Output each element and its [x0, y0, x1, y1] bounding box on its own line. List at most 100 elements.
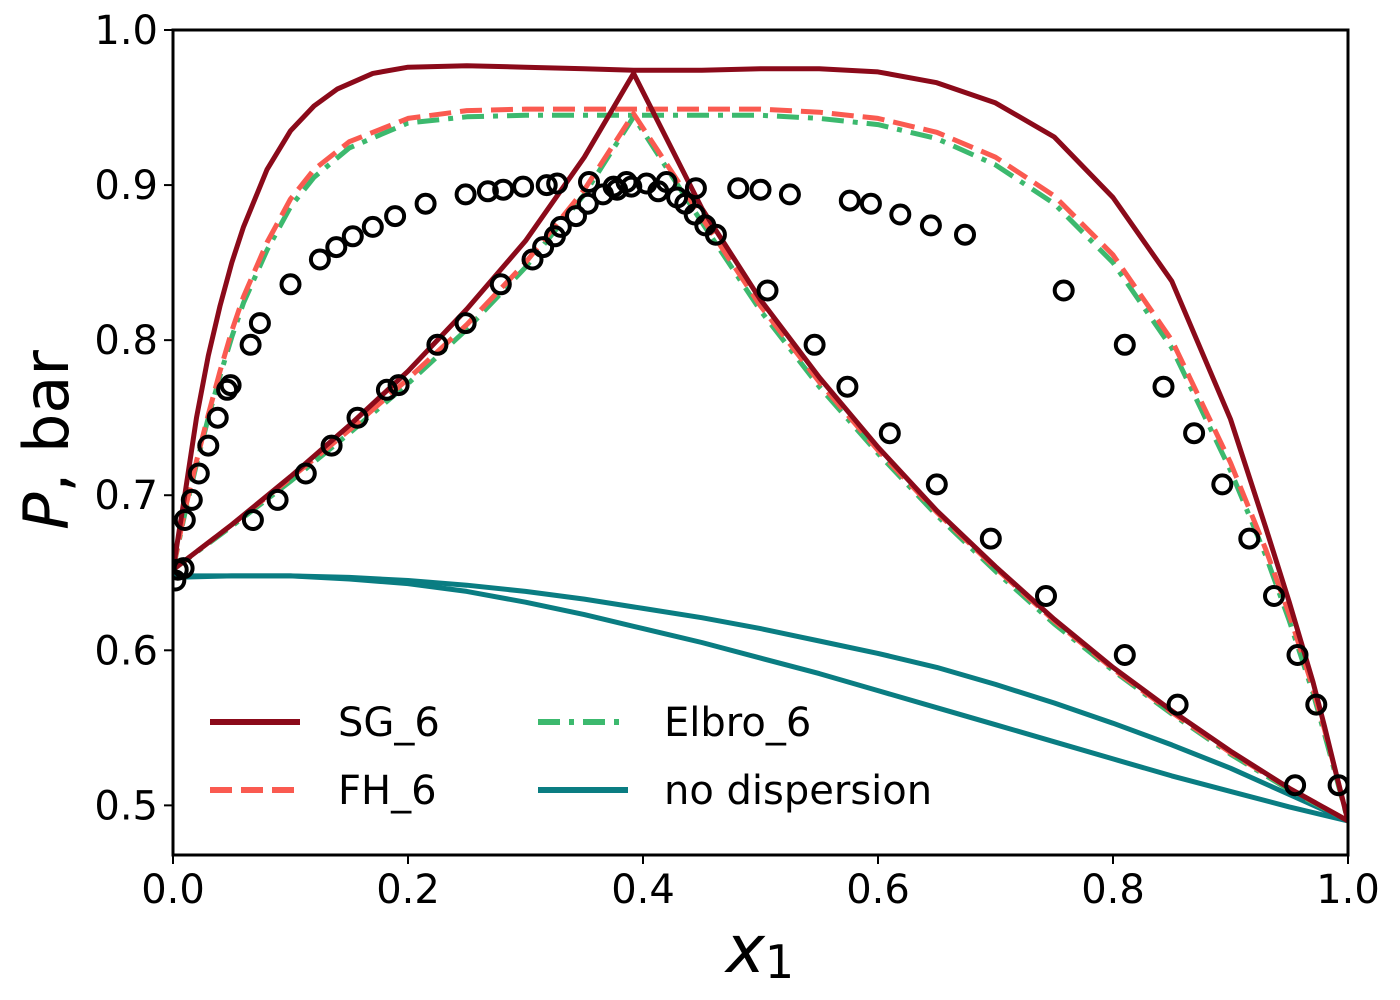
data-point-33 [778, 183, 801, 206]
data-point-24 [546, 172, 569, 195]
data-point-37 [919, 214, 942, 237]
data-point-30 [684, 177, 707, 200]
data-point-74 [704, 223, 727, 246]
legend-label-sg6: SG_6 [338, 700, 440, 746]
legend-label-no-dispersion: no dispersion [664, 768, 932, 814]
legend: SG_6 FH_6 Elbro_6 no dispersion [210, 700, 932, 814]
series-no-dispersion-curve-2 [173, 573, 1348, 824]
data-point-16 [361, 215, 384, 238]
ticks-layer: 0.0 0.2 0.4 0.6 0.8 1.0 0.5 0.6 0.7 0.8 0.9 1.0 [94, 8, 1379, 913]
data-point-79 [925, 473, 948, 496]
y-tick-label: 0.7 [94, 473, 158, 519]
y-tick-label: 0.9 [94, 163, 158, 209]
data-point-38 [954, 223, 976, 246]
data-point-59 [489, 273, 512, 296]
data-point-77 [836, 375, 859, 398]
data-point-56 [387, 374, 410, 397]
x-tick-label: 1.0 [1316, 867, 1380, 913]
data-point-58 [454, 312, 477, 335]
data-point-65 [576, 192, 599, 215]
data-point-46 [1286, 644, 1309, 666]
x-tick-label: 0.6 [846, 867, 910, 913]
series-elbro-6-curve-1 [173, 112, 1348, 822]
y-tick-label: 1.0 [94, 8, 158, 54]
data-point-36 [889, 203, 912, 226]
series-fh-6-curve-1 [173, 106, 1348, 822]
series-sg-6-curve-2 [173, 70, 1348, 824]
data-point-50 [241, 509, 264, 531]
y-tick-label: 0.8 [94, 318, 158, 364]
data-point-19 [454, 183, 477, 206]
data-point-81 [1035, 585, 1057, 607]
y-axis-label-italic: P [10, 492, 83, 530]
data-point-67 [606, 178, 629, 201]
data-point-52 [294, 462, 317, 485]
data-point-64 [565, 205, 587, 228]
data-point-34 [838, 189, 861, 212]
data-point-47 [1305, 693, 1328, 716]
data-point-4 [180, 488, 203, 511]
data-point-75 [756, 279, 779, 302]
data-point-12 [279, 273, 302, 296]
data-point-20 [476, 180, 499, 203]
data-point-68 [620, 175, 643, 198]
data-point-15 [341, 225, 364, 248]
data-point-63 [549, 215, 572, 238]
data-point-9 [219, 374, 242, 397]
data-point-61 [532, 236, 555, 259]
series-sg-6-curve-1 [173, 63, 1348, 822]
data-point-41 [1152, 375, 1175, 398]
data-point-78 [878, 422, 901, 445]
data-point-17 [384, 205, 407, 228]
y-tick-label: 0.5 [94, 783, 158, 829]
data-point-51 [266, 488, 289, 511]
data-point-5 [187, 462, 210, 485]
legend-label-elbro6: Elbro_6 [664, 700, 811, 746]
data-point-60 [521, 248, 544, 271]
y-tick-label: 0.6 [94, 628, 158, 674]
data-point-76 [803, 333, 826, 356]
data-point-43 [1211, 473, 1234, 496]
data-point-39 [1052, 279, 1075, 302]
data-point-21 [492, 178, 515, 201]
data-point-45 [1263, 585, 1285, 607]
data-point-44 [1238, 527, 1261, 550]
x-axis-label: x1 [724, 911, 794, 989]
x-tick-label: 0.0 [141, 867, 205, 913]
data-point-35 [859, 192, 882, 215]
data-point-66 [592, 183, 614, 206]
data-point-31 [727, 177, 750, 200]
data-point-55 [375, 378, 398, 401]
data-point-22 [512, 175, 535, 198]
data-point-6 [197, 434, 220, 457]
data-point-54 [346, 406, 369, 429]
data-point-80 [979, 527, 1002, 550]
data-point-42 [1183, 422, 1206, 445]
data-point-69 [647, 180, 670, 203]
curves-layer [173, 63, 1348, 824]
data-point-13 [308, 248, 331, 271]
data-point-49 [173, 557, 195, 580]
y-axis-label-unit: , bar [10, 350, 83, 493]
data-point-18 [414, 192, 437, 215]
data-point-83 [1166, 693, 1189, 716]
data-point-3 [173, 509, 196, 531]
data-point-23 [535, 174, 558, 197]
x-tick-label: 0.2 [376, 867, 440, 913]
data-point-11 [248, 312, 271, 335]
data-point-40 [1113, 333, 1136, 356]
x-axis-label-subscript: 1 [765, 935, 794, 989]
data-point-25 [578, 171, 600, 193]
x-axis-label-main: x [724, 911, 766, 988]
data-point-82 [1113, 644, 1136, 666]
data-point-53 [320, 434, 343, 457]
data-point-14 [325, 236, 348, 259]
y-axis-label: P, bar [10, 350, 83, 530]
markers-layer [173, 171, 1348, 797]
data-point-10 [239, 333, 262, 356]
x-tick-label: 0.4 [611, 867, 675, 913]
data-point-57 [426, 333, 449, 356]
plot-frame [171, 28, 1350, 857]
